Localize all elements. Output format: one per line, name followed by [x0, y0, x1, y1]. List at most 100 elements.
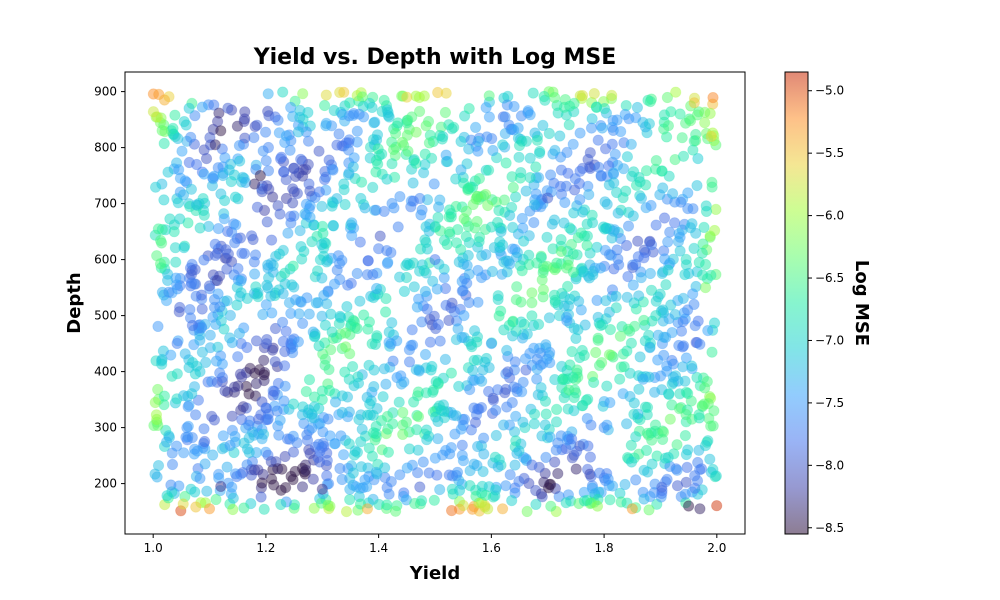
scatter-point	[546, 218, 558, 230]
scatter-point	[323, 363, 335, 376]
scatter-point	[539, 395, 552, 407]
scatter-point	[680, 253, 692, 265]
scatter-point	[239, 132, 251, 144]
colorbar-tick-label: −5.5	[815, 146, 844, 160]
scatter-point	[217, 430, 229, 442]
scatter-point	[313, 340, 325, 352]
scatter-point	[513, 151, 525, 163]
scatter-point	[170, 272, 182, 284]
scatter-point	[527, 87, 539, 99]
scatter-point	[219, 385, 231, 397]
scatter-point	[556, 373, 569, 386]
scatter-point	[541, 231, 553, 243]
scatter-point	[440, 87, 452, 99]
scatter-point	[189, 443, 201, 455]
scatter-point	[644, 96, 657, 108]
scatter-point	[699, 106, 711, 119]
scatter-point	[568, 184, 581, 196]
scatter-point	[277, 335, 289, 348]
scatter-point	[628, 397, 640, 409]
scatter-point	[239, 113, 251, 125]
scatter-point	[295, 241, 307, 253]
scatter-point	[582, 153, 594, 166]
scatter-point	[409, 497, 421, 510]
scatter-point	[268, 479, 280, 491]
scatter-point	[287, 260, 299, 272]
scatter-point	[628, 408, 640, 420]
scatter-point	[316, 272, 328, 284]
scatter-point	[574, 127, 586, 139]
scatter-point	[354, 295, 366, 307]
scatter-point	[177, 498, 189, 510]
scatter-point	[287, 162, 300, 175]
scatter-point	[509, 459, 521, 471]
scatter-point	[269, 111, 281, 123]
scatter-point	[421, 303, 433, 315]
scatter-point	[262, 105, 274, 118]
scatter-point	[588, 88, 600, 100]
scatter-point	[600, 295, 612, 307]
scatter-point	[662, 388, 675, 400]
scatter-point	[670, 86, 682, 98]
scatter-point	[275, 498, 287, 511]
scatter-point	[567, 266, 580, 278]
scatter-point	[379, 306, 392, 318]
scatter-point	[259, 126, 272, 138]
scatter-point	[246, 230, 258, 242]
scatter-point	[319, 319, 331, 331]
scatter-point	[628, 297, 640, 309]
scatter-point	[464, 479, 476, 492]
scatter-point	[261, 414, 273, 426]
scatter-point	[517, 376, 529, 388]
scatter-point	[261, 333, 273, 346]
scatter-point	[370, 204, 382, 216]
scatter-point	[518, 472, 530, 484]
scatter-point	[695, 463, 708, 475]
scatter-point	[209, 249, 221, 261]
scatter-point	[356, 91, 368, 103]
scatter-point	[633, 383, 645, 395]
scatter-point	[172, 197, 184, 209]
scatter-point	[194, 472, 206, 484]
colorbar	[784, 71, 809, 535]
scatter-point	[452, 323, 464, 335]
scatter-point	[158, 194, 170, 206]
scatter-point	[185, 183, 197, 195]
scatter-point	[226, 410, 238, 422]
scatter-point	[584, 451, 597, 463]
scatter-point	[229, 237, 241, 249]
scatter-point	[275, 484, 287, 496]
scatter-point	[429, 220, 441, 232]
scatter-point	[439, 353, 451, 365]
scatter-point	[689, 470, 701, 482]
scatter-point	[487, 144, 499, 157]
scatter-point	[178, 447, 190, 459]
scatter-point	[297, 88, 309, 100]
scatter-point	[671, 464, 683, 476]
scatter-point	[687, 144, 699, 156]
scatter-point	[283, 297, 295, 309]
scatter-point	[688, 242, 700, 254]
scatter-point	[606, 89, 618, 102]
scatter-point	[346, 230, 358, 242]
scatter-point	[492, 293, 504, 305]
scatter-point	[596, 122, 608, 134]
scatter-point	[231, 120, 243, 132]
scatter-point	[608, 177, 620, 189]
scatter-point	[296, 253, 308, 265]
scatter-point	[641, 427, 654, 439]
scatter-point	[221, 461, 233, 473]
scatter-point	[190, 501, 202, 513]
scatter-point	[704, 453, 716, 465]
scatter-point	[526, 287, 538, 299]
scatter-point	[551, 257, 563, 269]
scatter-point	[559, 196, 571, 209]
data-point	[316, 393, 328, 406]
data-point	[361, 503, 373, 515]
scatter-point	[303, 308, 315, 320]
scatter-point	[692, 153, 704, 165]
scatter-point	[331, 193, 343, 205]
scatter-point	[170, 256, 182, 268]
scatter-point	[445, 441, 457, 454]
